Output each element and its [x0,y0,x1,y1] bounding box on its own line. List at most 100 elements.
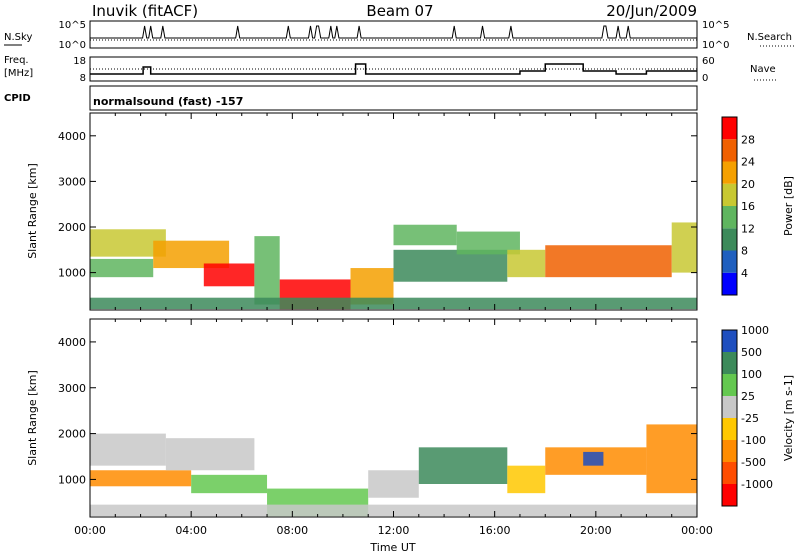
velocity-y-ticks: 1000 2000 3000 4000 [58,336,697,486]
velocity-cbar-swatch-0 [722,484,737,506]
velocity-ylabel: Slant Range [km] [26,370,39,466]
velocity-cbar-swatch-3 [722,418,737,440]
velocity-ytick-1: 2000 [58,428,86,441]
power-cbar-swatch-4 [722,183,737,206]
freq-left-tick-top: 18 [73,56,86,67]
power-region-10 [507,249,546,278]
cpid-label: CPID [4,93,31,104]
time-axis-labels: 00:00 04:00 08:00 12:00 16:00 20:00 00:00 [74,319,713,537]
cpid-panel: CPID normalsound (fast) -157 [4,85,698,111]
power-region-12 [671,222,697,273]
freq-panel: 18 8 60 0 Freq. [MHz] Nave [4,55,776,84]
velocity-region-7 [507,465,546,494]
noise-sky-line [90,25,697,39]
noise-sky-label: N.Sky [4,32,32,43]
velocity-cbar-tick-5: 100 [741,368,762,381]
time-tick-5: 20:00 [580,524,612,537]
velocity-region-1 [90,470,192,487]
velocity-region-5 [368,470,419,498]
velocity-colorbar-label: Velocity [m s-1] [782,375,795,461]
freq-unit-label: [MHz] [4,68,33,79]
velocity-cbar-swatch-4 [722,396,737,418]
beam-title: Beam 07 [366,2,433,20]
freq-label: Freq. [4,55,29,66]
power-cbar-swatch-0 [722,272,737,295]
power-panel: 1000 2000 3000 4000 Slant Range [km] [26,112,698,311]
power-region-3 [203,263,255,287]
velocity-heatmap [90,424,697,517]
noise-left-tick-bottom: 10^0 [59,40,86,51]
velocity-cbar-tick-3: -25 [741,412,759,425]
power-cbar-tick-5: 24 [741,156,755,169]
power-colorbar-label: Power [dB] [782,176,795,236]
power-region-4 [254,236,280,305]
time-axis-title: Time UT [369,541,415,554]
power-ytick-1: 2000 [58,221,86,234]
freq-right-tick-bottom: 0 [702,73,708,84]
velocity-cbar-swatch-2 [722,440,737,462]
noise-left-tick-top: 10^5 [59,20,86,31]
time-tick-2: 08:00 [276,524,308,537]
power-region-8 [393,249,508,282]
velocity-region-6 [418,447,508,484]
noise-search-label: N.Search [747,32,792,43]
power-region-9 [456,231,520,255]
power-region-13 [90,297,697,310]
power-colorbar: 4 8 12 16 20 24 28 Power [dB] [721,116,795,296]
velocity-cbar-tick-1: -500 [741,456,766,469]
power-ytick-2: 3000 [58,175,86,188]
freq-right-tick-top: 60 [702,56,715,67]
power-heatmap [90,222,697,310]
time-tick-1: 04:00 [175,524,207,537]
power-cbar-swatch-7 [722,117,737,140]
velocity-region-2 [165,438,255,471]
time-tick-0: 00:00 [74,524,106,537]
velocity-ytick-3: 4000 [58,336,86,349]
velocity-ytick-0: 1000 [58,473,86,486]
power-cbar-tick-3: 16 [741,200,755,213]
power-region-11 [545,245,672,278]
velocity-cbar-tick-2: -100 [741,434,766,447]
power-cbar-swatch-6 [722,139,737,162]
power-ytick-3: 4000 [58,130,86,143]
velocity-region-11 [90,504,697,517]
time-tick-3: 12:00 [378,524,410,537]
power-cbar-swatch-3 [722,206,737,229]
power-cbar-tick-0: 4 [741,267,748,280]
velocity-cbar-swatch-7 [722,330,737,352]
velocity-cbar-swatch-6 [722,352,737,374]
power-y-ticks: 1000 2000 3000 4000 [58,130,697,280]
power-cbar-tick-4: 20 [741,178,755,191]
power-region-7 [393,224,457,246]
noise-panel: 10^5 10^0 10^5 10^0 N.Sky N.Search [4,20,794,51]
power-ylabel: Slant Range [km] [26,163,39,259]
freq-left-tick-bottom: 8 [80,73,86,84]
velocity-cbar-tick-0: -1000 [741,478,773,491]
date-title: 20/Jun/2009 [606,2,697,20]
velocity-colorbar: -1000 -500 -100 -25 25 100 500 1000 Velocity [m… [721,324,795,507]
power-cbar-swatch-2 [722,228,737,251]
power-cbar-tick-1: 8 [741,245,748,258]
noise-right-tick-bottom: 10^0 [702,40,729,51]
power-cbar-swatch-1 [722,250,737,273]
power-cbar-tick-2: 12 [741,222,755,235]
velocity-region-9 [583,451,604,466]
velocity-cbar-tick-7: 1000 [741,324,769,337]
power-x-ticks [89,113,698,310]
velocity-region-0 [90,433,166,466]
velocity-cbar-swatch-5 [722,374,737,396]
power-ytick-0: 1000 [58,267,86,280]
time-tick-4: 16:00 [479,524,511,537]
velocity-cbar-swatch-1 [722,462,737,484]
velocity-cbar-tick-6: 500 [741,346,762,359]
noise-right-tick-top: 10^5 [702,20,729,31]
power-cbar-swatch-5 [722,161,737,184]
time-tick-6: 00:00 [681,524,713,537]
power-cbar-tick-6: 28 [741,133,755,146]
velocity-cbar-tick-4: 25 [741,390,755,403]
station-title: Inuvik (fitACF) [92,2,198,20]
nave-label: Nave [750,64,776,75]
power-region-1 [90,258,154,278]
